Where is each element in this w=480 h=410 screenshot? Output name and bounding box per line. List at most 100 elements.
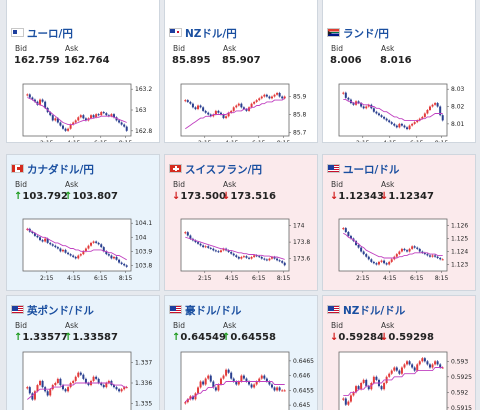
candle-body <box>92 115 95 118</box>
candle-body <box>61 249 64 252</box>
x-tick-label: 4:15 <box>225 140 239 143</box>
candle-body <box>428 364 431 368</box>
candle-body <box>33 391 36 400</box>
price-chart[interactable]: 104.1 104 103.9 103.8 2:15 4:15 6:15 8:15 <box>9 215 159 287</box>
candle-body <box>418 361 421 365</box>
ask-price: ↑1.33587 <box>64 332 118 343</box>
y-tick-label: 0.6455 <box>293 387 314 394</box>
rate-card[interactable]: ランド/円 Bid Ask 8.006 8.016 8.03 8.02 8.01 2:15 4:1… <box>322 0 476 143</box>
candle-body <box>214 250 217 252</box>
currency-pair-title[interactable]: 豪ドル/ドル <box>185 305 242 317</box>
candle-body <box>125 265 128 267</box>
candle-body <box>46 391 49 396</box>
candle-body <box>357 101 360 104</box>
candle-body <box>434 361 437 365</box>
ask-label: Ask <box>223 180 237 189</box>
x-tick-label: 2:15 <box>198 140 212 143</box>
currency-pair-title[interactable]: カナダドル/円 <box>27 164 94 176</box>
candle-body <box>189 396 192 400</box>
candle-body <box>209 247 212 249</box>
y-tick-label: 85.8 <box>293 111 307 118</box>
candle-body <box>380 260 383 262</box>
currency-pair-title[interactable]: ユーロ/ドル <box>343 164 400 176</box>
candle-body <box>431 104 434 107</box>
bid-label: Bid <box>15 180 27 189</box>
currency-pair-title[interactable]: スイスフラン/円 <box>185 164 263 176</box>
candle-body <box>388 373 391 377</box>
ask-label: Ask <box>65 44 79 53</box>
candle-body <box>390 122 393 124</box>
bid-label: Bid <box>331 44 343 53</box>
x-tick-label: 6:15 <box>410 275 424 282</box>
moving-average-line <box>185 236 285 260</box>
candle-body <box>64 128 67 131</box>
price-chart[interactable]: 85.9 85.8 85.7 2:15 4:15 6:15 8:15 <box>167 80 317 143</box>
candle-body <box>434 255 437 257</box>
price-chart[interactable]: 1.126 1.125 1.124 1.123 2:15 4:15 6:15 8:15 <box>325 215 475 287</box>
y-tick-label: 163 <box>135 107 147 114</box>
candle-body <box>212 114 215 117</box>
price-chart[interactable]: 163.2 163 162.8 2:15 4:15 6:15 8:15 <box>9 80 159 143</box>
candle-body <box>186 399 189 403</box>
rate-card[interactable]: 英ポンド/ドル Bid Ask ↑1.33577 ↑1.33587 1.337 1.336 1… <box>6 295 160 410</box>
candle-body <box>431 255 434 257</box>
candle-body <box>222 248 225 251</box>
candle-body <box>362 379 365 383</box>
rate-card[interactable]: NZドル/ドル Bid Ask ↓0.59284 ↓0.59298 0.593 0.5925… <box>322 295 476 410</box>
candle-body <box>102 385 105 388</box>
currency-pair-title[interactable]: ユーロ/円 <box>27 28 73 40</box>
y-tick-label: 0.6465 <box>293 358 314 365</box>
candle-body <box>383 260 386 264</box>
candle-body <box>49 389 52 396</box>
candle-body <box>230 372 233 379</box>
candle-body <box>184 100 187 102</box>
candle-body <box>123 263 126 266</box>
x-tick-label: 2:15 <box>40 140 54 143</box>
candle-body <box>84 248 87 252</box>
candle-body <box>74 120 77 123</box>
currency-pair-title[interactable]: NZドル/ドル <box>343 305 406 317</box>
gb-us-flag-icon <box>11 305 24 314</box>
rate-card[interactable]: スイスフラン/円 Bid Ask ↓173.500 ↓173.516 174 173.8 17… <box>164 154 318 291</box>
bid-label: Bid <box>173 321 185 330</box>
moving-average-line <box>343 232 443 259</box>
za-flag-icon <box>327 28 340 37</box>
candle-body <box>426 361 429 365</box>
candle-body <box>67 128 70 131</box>
price-chart[interactable]: 0.593 0.5925 0.592 0.5915 <box>325 348 475 410</box>
candle-body <box>232 107 235 111</box>
price-chart[interactable]: 8.03 8.02 8.01 2:15 4:15 6:15 8:15 <box>325 80 475 143</box>
candle-body <box>352 392 355 396</box>
candle-body <box>240 375 243 382</box>
candle-body <box>207 375 210 379</box>
candle-body <box>276 92 279 95</box>
rate-card[interactable]: ユーロ/円 Bid Ask 162.759 162.764 163.2 163 162.8 2:… <box>6 0 160 143</box>
price-chart[interactable]: 0.6465 0.646 0.6455 0.645 <box>167 348 317 410</box>
candle-body <box>355 241 358 245</box>
candle-body <box>255 100 258 102</box>
candle-body <box>398 123 401 128</box>
price-chart[interactable]: 174 173.8 173.6 2:15 4:15 6:15 8:15 <box>167 215 317 287</box>
price-chart[interactable]: 1.337 1.336 1.335 <box>9 348 159 410</box>
candle-body <box>242 107 245 110</box>
au-us-flag-icon <box>169 305 182 314</box>
bid-price: ↓173.500 <box>172 191 226 202</box>
rate-card[interactable]: カナダドル/円 Bid Ask ↑103.792 ↑103.807 104.1 104 103… <box>6 154 160 291</box>
currency-pair-title[interactable]: ランド/円 <box>343 28 389 40</box>
x-tick-label: 2:15 <box>40 275 54 282</box>
currency-pair-title[interactable]: NZドル/円 <box>185 28 237 40</box>
rate-card[interactable]: 豪ドル/ドル Bid Ask ↑0.64549 ↑0.64558 0.6465 0.646 0… <box>164 295 318 410</box>
currency-pair-title[interactable]: 英ポンド/ドル <box>27 305 94 317</box>
rate-card[interactable]: NZドル/円 Bid Ask 85.895 85.907 85.9 85.8 85.7 2:15… <box>164 0 318 143</box>
candle-body <box>372 108 375 112</box>
y-tick-label: 104 <box>135 234 147 241</box>
candle-body <box>408 361 411 365</box>
rate-card[interactable]: ユーロ/ドル Bid Ask ↓1.12343 ↓1.12347 1.126 1.125 1.… <box>322 154 476 291</box>
candle-body <box>92 376 95 381</box>
candle-body <box>92 241 95 243</box>
ask-price: ↓1.12347 <box>380 191 434 202</box>
candle-body <box>270 384 273 388</box>
bid-label: Bid <box>15 44 27 53</box>
moving-average-line <box>343 367 443 396</box>
candle-body <box>281 390 284 392</box>
